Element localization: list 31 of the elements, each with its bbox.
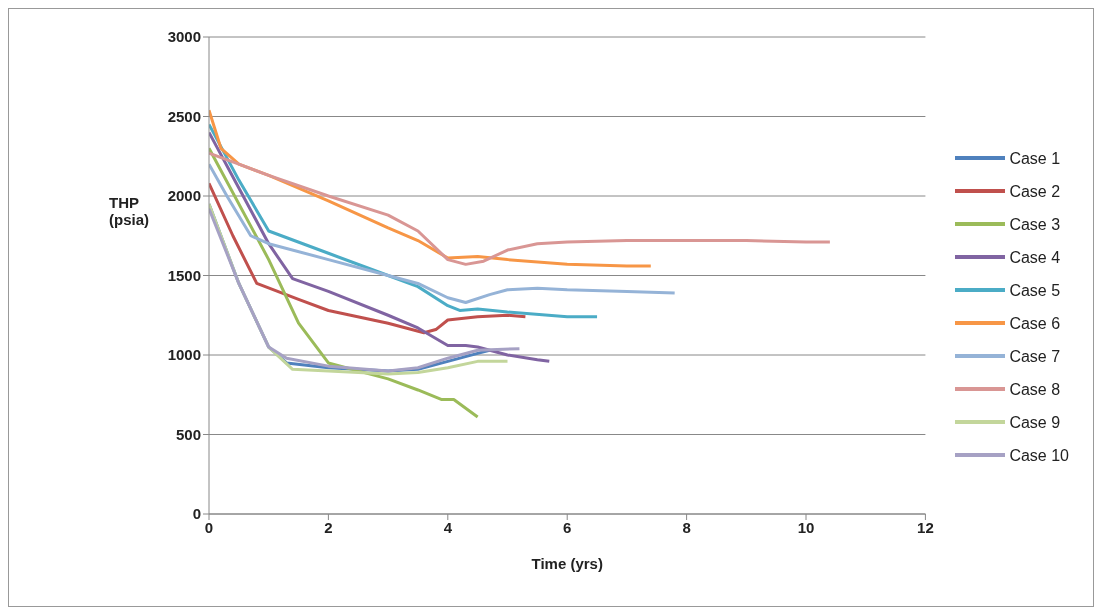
legend-label: Case 1 <box>1009 148 1061 169</box>
legend-label: Case 8 <box>1009 379 1061 400</box>
x-tick-label: 8 <box>682 518 691 536</box>
y-tick-label: 1000 <box>167 346 201 364</box>
legend-label: Case 7 <box>1009 346 1061 367</box>
x-tick-label: 6 <box>563 518 572 536</box>
y-tick-label: 2000 <box>167 187 201 205</box>
legend-label: Case 4 <box>1009 247 1061 268</box>
x-tick-label: 12 <box>917 518 934 536</box>
x-tick-label: 0 <box>204 518 214 536</box>
legend-label: Case 5 <box>1009 280 1061 301</box>
line-series <box>209 130 551 363</box>
legend-label: Case 6 <box>1009 313 1061 334</box>
x-axis-title: Time (yrs) <box>531 555 603 572</box>
line-series <box>209 146 480 419</box>
line-series <box>209 151 832 266</box>
y-tick-label: 0 <box>192 505 201 523</box>
legend-label: Case 3 <box>1009 214 1061 235</box>
x-tick-label: 10 <box>797 518 815 536</box>
legend-label: Case 9 <box>1009 412 1061 433</box>
line-series <box>209 181 527 335</box>
x-tick-label: 4 <box>443 518 453 536</box>
y-tick-label: 1500 <box>167 266 201 284</box>
legend-label: Case 10 <box>1009 445 1069 466</box>
x-tick-label: 2 <box>324 518 333 536</box>
y-tick-label: 500 <box>175 425 201 443</box>
y-axis-title: THP (psia) <box>109 194 150 228</box>
y-tick-label: 2500 <box>167 107 201 125</box>
legend-label: Case 2 <box>1009 181 1061 202</box>
y-tick-label: 3000 <box>167 28 201 46</box>
line-series <box>209 162 677 305</box>
